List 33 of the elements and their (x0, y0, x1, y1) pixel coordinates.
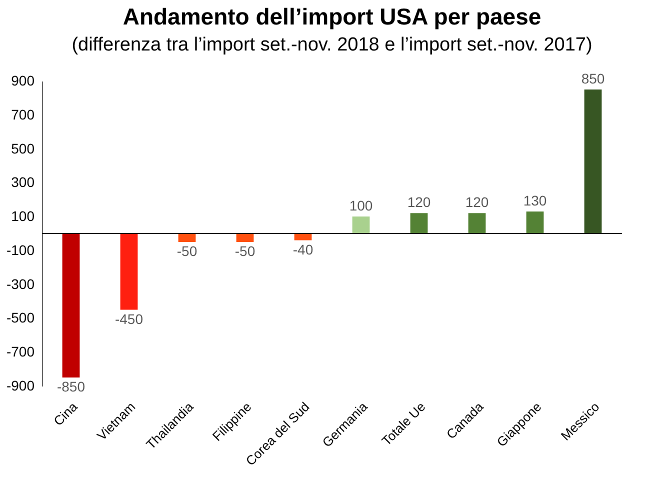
data-label: -40 (292, 241, 314, 258)
data-label: -50 (234, 242, 256, 259)
y-tick-label: -300 (6, 276, 35, 292)
chart-subtitle: (differenza tra l’import set.-nov. 2018 e l’import set.-nov. 2017) (72, 34, 592, 56)
bar (468, 213, 486, 234)
data-label: -450 (114, 310, 144, 327)
bar (410, 213, 428, 234)
data-label: 120 (407, 194, 431, 210)
data-label: 100 (349, 198, 373, 214)
bar (294, 234, 312, 240)
bar (62, 234, 80, 378)
y-tick-label: 300 (11, 174, 35, 190)
y-tick-label: 700 (11, 106, 35, 122)
y-tick-label: 100 (11, 208, 35, 224)
bar (178, 234, 196, 242)
bar (352, 216, 370, 234)
data-label: -50 (176, 242, 198, 259)
data-label: 850 (581, 70, 605, 86)
y-tick-label: -700 (6, 344, 35, 360)
bar (584, 89, 602, 234)
data-label: -850 (56, 378, 86, 395)
bar (236, 234, 254, 242)
y-tick-label: -500 (6, 310, 35, 326)
y-tick-label: -100 (6, 242, 35, 258)
bar (526, 211, 544, 234)
data-label: 120 (465, 194, 489, 210)
y-tick-label: 900 (11, 72, 35, 88)
y-tick-label: 500 (11, 140, 35, 156)
x-tick-label: Cina (50, 398, 81, 429)
data-label: 130 (523, 192, 547, 208)
bar (120, 234, 138, 310)
chart-title: Andamento dell’import USA per paese (122, 3, 542, 30)
y-tick-label: -900 (6, 378, 35, 394)
